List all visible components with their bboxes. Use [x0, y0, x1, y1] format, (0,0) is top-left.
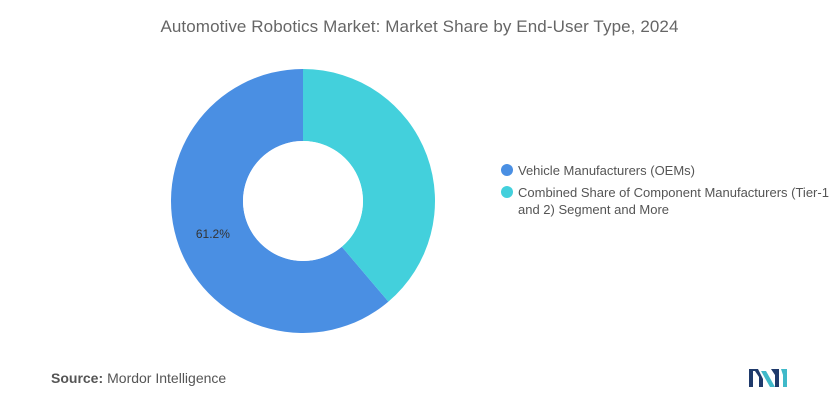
- source-note: Source: Mordor Intelligence: [51, 370, 226, 386]
- mordor-intelligence-logo-icon: [749, 369, 787, 387]
- legend-label-component-manufacturers: Combined Share of Component Manufacturer…: [518, 185, 829, 217]
- donut-hole: [243, 141, 363, 261]
- chart-title: Automotive Robotics Market: Market Share…: [160, 17, 679, 36]
- chart-legend: Vehicle Manufacturers (OEMs) Combined Sh…: [501, 162, 831, 223]
- legend-item-oems: Vehicle Manufacturers (OEMs): [501, 162, 831, 179]
- source-value: Mordor Intelligence: [107, 370, 227, 386]
- donut-slices: [171, 69, 435, 333]
- legend-swatch-component-manufacturers: [501, 186, 513, 198]
- donut-slice-0: [171, 69, 389, 333]
- donut-data-labels: 61.2%: [196, 227, 230, 241]
- donut-data-label-0: 61.2%: [196, 227, 230, 241]
- donut-slice-1: [303, 69, 435, 302]
- source-label: Source:: [51, 370, 104, 386]
- legend-swatch-oems: [501, 164, 513, 176]
- legend-label-oems: Vehicle Manufacturers (OEMs): [518, 163, 696, 178]
- legend-item-component-manufacturers: Combined Share of Component Manufacturer…: [501, 184, 831, 218]
